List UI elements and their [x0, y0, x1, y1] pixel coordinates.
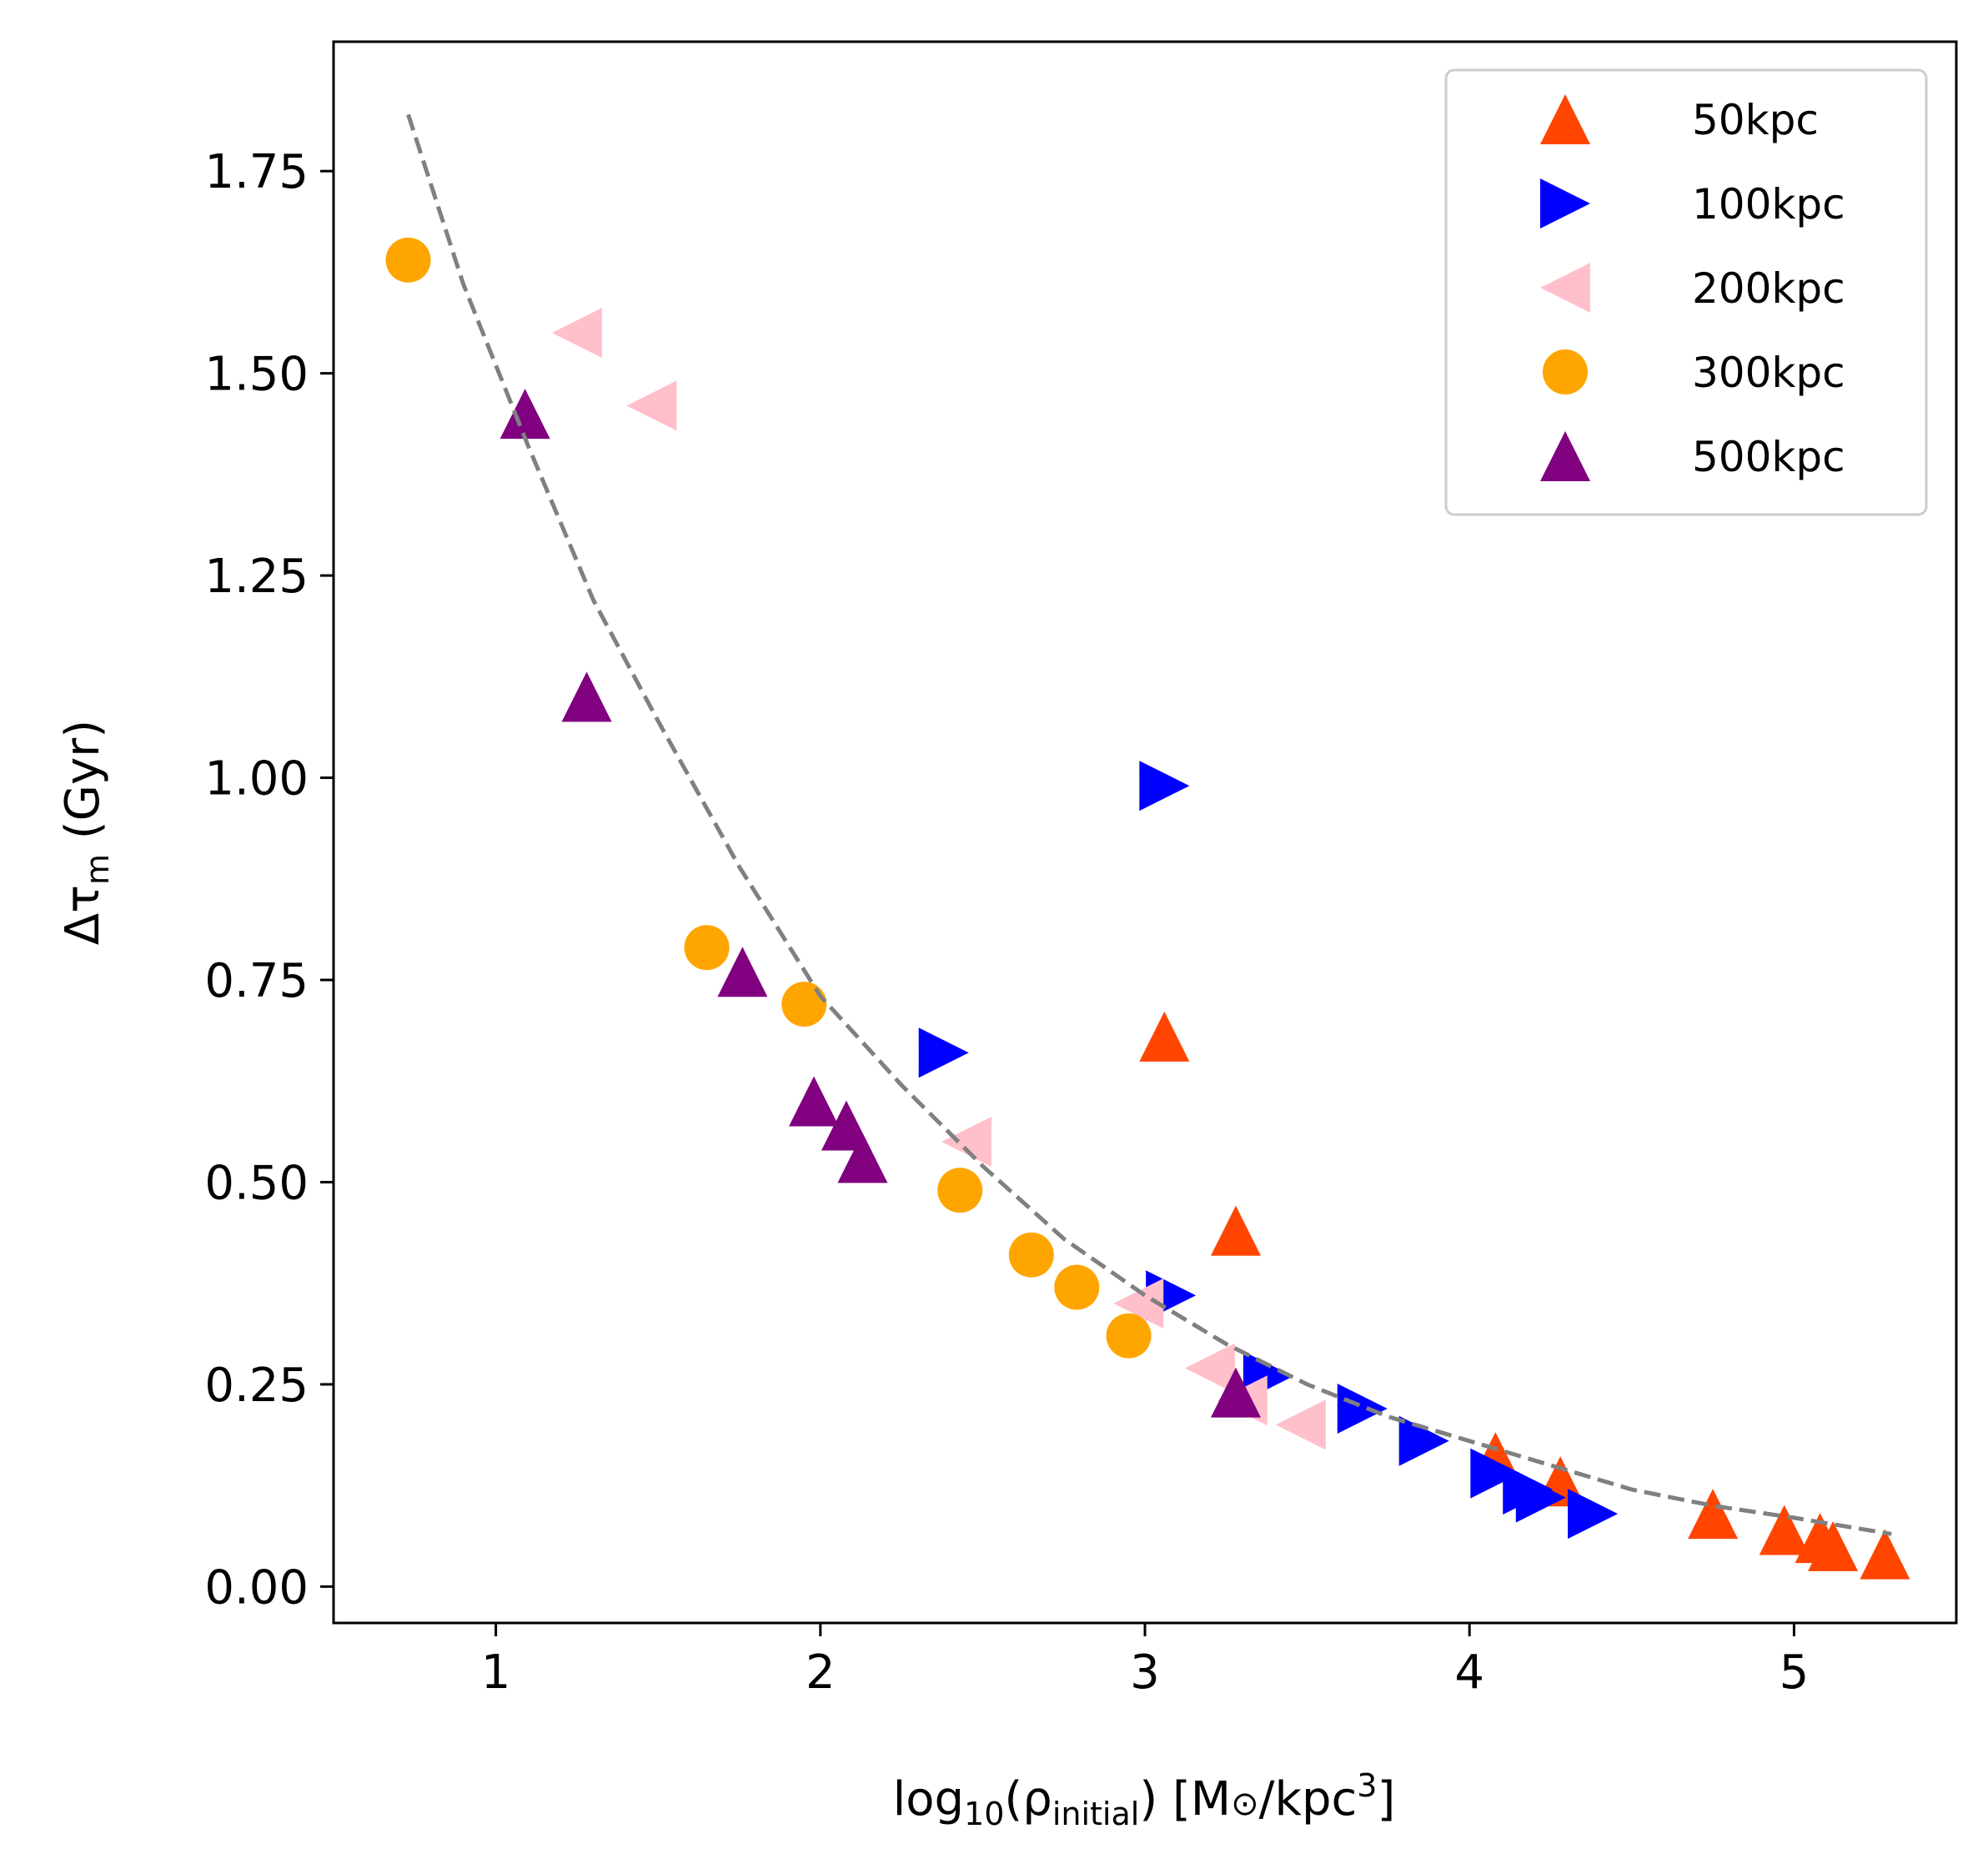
legend-item-300kpc: 300kpc [1543, 349, 1845, 397]
x-tick-label: 2 [806, 1645, 836, 1700]
data-point-500kpc [789, 1076, 840, 1127]
x-tick-label: 3 [1130, 1645, 1160, 1700]
legend-items: 50kpc 100kpc 200kpc 300kpc 500kpc [1540, 94, 1845, 481]
legend-item-100kpc: 100kpc [1540, 178, 1845, 229]
x-axis-label: log10(ρinitial) [M⊙/kpc3] [893, 1767, 1396, 1832]
data-point-100kpc [1337, 1383, 1388, 1434]
legend-label: 200kpc [1692, 264, 1845, 313]
axes-layer: 1 2 3 4 5 0.00 0.25 0.50 0.75 1.00 1.25 1.50 1.75 [204, 145, 1809, 1700]
x-tick-label: 1 [481, 1645, 511, 1700]
y-tick-label: 0.50 [204, 1156, 309, 1210]
legend-item-50kpc: 50kpc [1540, 94, 1819, 144]
series-200kpc [551, 308, 1326, 1450]
y-tick-label: 1.50 [204, 348, 309, 402]
legend-label: 100kpc [1692, 180, 1845, 229]
data-point-300kpc [781, 982, 827, 1027]
legend-marker [1540, 431, 1590, 481]
plot-layer [385, 113, 1910, 1580]
legend-label: 300kpc [1692, 349, 1845, 397]
data-point-100kpc [918, 1027, 969, 1078]
data-point-200kpc [626, 380, 677, 431]
data-point-200kpc [941, 1116, 991, 1167]
legend-item-200kpc: 200kpc [1540, 263, 1845, 313]
data-point-50kpc [1139, 1011, 1190, 1062]
legend-marker [1540, 263, 1590, 313]
series-500kpc [500, 389, 1261, 1418]
data-point-500kpc [837, 1133, 888, 1183]
data-point-500kpc [717, 947, 768, 997]
y-tick-label: 1.00 [204, 752, 309, 806]
data-point-50kpc [1759, 1505, 1810, 1555]
legend-label: 50kpc [1692, 96, 1819, 144]
fit-curve [406, 113, 1892, 1536]
y-axis-label: Δτm (Gyr) [56, 720, 116, 945]
legend-marker [1543, 349, 1588, 394]
data-point-200kpc [1275, 1399, 1326, 1450]
data-point-300kpc [1054, 1264, 1100, 1310]
data-point-300kpc [1008, 1232, 1054, 1278]
data-point-100kpc [1139, 761, 1190, 811]
legend: 50kpc 100kpc 200kpc 300kpc 500kpc [1444, 68, 1928, 516]
x-tick-label: 5 [1780, 1645, 1810, 1700]
y-tick-label: 1.25 [204, 550, 309, 604]
x-tick-label: 4 [1454, 1645, 1484, 1700]
data-point-100kpc [1470, 1448, 1521, 1499]
data-point-100kpc [1568, 1489, 1619, 1540]
data-point-300kpc [1106, 1313, 1152, 1359]
legend-marker [1540, 94, 1590, 144]
legend-marker [1540, 178, 1590, 229]
data-point-200kpc [1184, 1343, 1235, 1394]
y-tick-label: 0.25 [204, 1359, 309, 1413]
data-point-100kpc [1398, 1415, 1449, 1466]
data-point-300kpc [385, 237, 431, 283]
data-point-300kpc [684, 925, 730, 971]
series-100kpc [918, 761, 1619, 1540]
data-point-500kpc [1210, 1367, 1261, 1418]
data-point-300kpc [937, 1168, 983, 1213]
series-300kpc [385, 237, 1152, 1359]
data-point-200kpc [551, 308, 602, 359]
data-point-500kpc [561, 671, 612, 722]
legend-box [1444, 68, 1928, 516]
data-point-50kpc [1210, 1205, 1261, 1256]
data-point-50kpc [1808, 1520, 1859, 1571]
y-tick-label: 0.00 [204, 1560, 309, 1615]
legend-item-500kpc: 500kpc [1540, 431, 1845, 481]
y-tick-label: 0.75 [204, 954, 309, 1008]
data-point-200kpc [1113, 1278, 1164, 1329]
data-point-500kpc [821, 1100, 871, 1151]
y-tick-label: 1.75 [204, 145, 309, 199]
data-point-50kpc [1688, 1489, 1739, 1540]
legend-label: 500kpc [1692, 433, 1845, 481]
data-point-100kpc [1515, 1472, 1566, 1523]
data-point-500kpc [500, 389, 550, 440]
data-point-50kpc [1860, 1529, 1910, 1580]
